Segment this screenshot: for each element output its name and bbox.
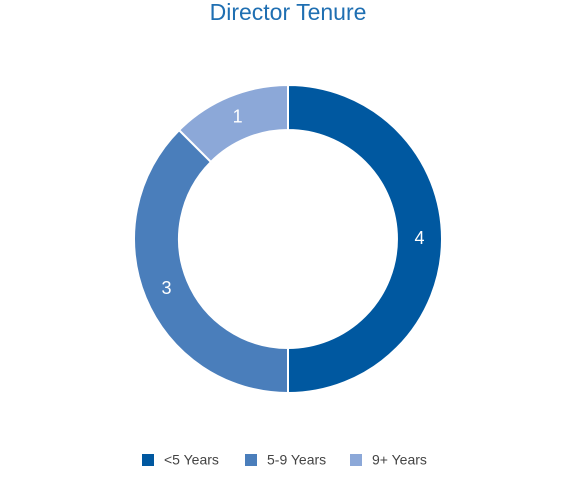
- legend-swatch: [350, 454, 362, 466]
- data-label: 4: [414, 228, 424, 248]
- chart-title: Director Tenure: [210, 0, 367, 25]
- data-label: 1: [233, 106, 243, 126]
- legend-swatch: [142, 454, 154, 466]
- donut-segment: [133, 128, 289, 395]
- data-label: 3: [162, 278, 172, 298]
- legend-swatch: [245, 454, 257, 466]
- donut-segment: [177, 83, 289, 164]
- legend-label: <5 Years: [164, 452, 219, 468]
- legend-label: 9+ Years: [372, 452, 427, 468]
- donut-segment: [287, 83, 443, 395]
- legend-label: 5-9 Years: [267, 452, 326, 468]
